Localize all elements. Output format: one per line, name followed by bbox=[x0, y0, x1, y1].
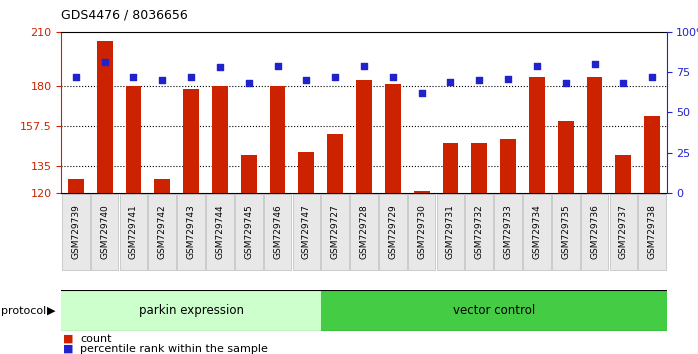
Text: percentile rank within the sample: percentile rank within the sample bbox=[80, 344, 268, 354]
Bar bbox=[212, 86, 228, 193]
Text: GSM729745: GSM729745 bbox=[244, 205, 253, 259]
Bar bbox=[68, 179, 84, 193]
Text: count: count bbox=[80, 334, 112, 344]
FancyBboxPatch shape bbox=[62, 194, 89, 270]
Text: GSM729744: GSM729744 bbox=[216, 205, 225, 259]
Bar bbox=[644, 116, 660, 193]
Point bbox=[214, 64, 225, 70]
FancyBboxPatch shape bbox=[235, 194, 262, 270]
FancyBboxPatch shape bbox=[119, 194, 147, 270]
FancyBboxPatch shape bbox=[552, 194, 579, 270]
Text: GSM729735: GSM729735 bbox=[561, 204, 570, 259]
FancyBboxPatch shape bbox=[321, 194, 349, 270]
Text: GSM729731: GSM729731 bbox=[446, 204, 455, 259]
Bar bbox=[241, 155, 257, 193]
Text: GSM729737: GSM729737 bbox=[619, 204, 628, 259]
FancyBboxPatch shape bbox=[292, 194, 320, 270]
FancyBboxPatch shape bbox=[264, 194, 291, 270]
Bar bbox=[183, 89, 199, 193]
FancyBboxPatch shape bbox=[206, 194, 234, 270]
Point bbox=[387, 74, 399, 80]
Point bbox=[186, 74, 197, 80]
Point bbox=[99, 59, 110, 65]
Text: vector control: vector control bbox=[452, 304, 535, 317]
Point bbox=[70, 74, 82, 80]
Text: GSM729733: GSM729733 bbox=[503, 204, 512, 259]
FancyBboxPatch shape bbox=[350, 194, 378, 270]
Text: parkin expression: parkin expression bbox=[139, 304, 244, 317]
FancyBboxPatch shape bbox=[639, 194, 666, 270]
Bar bbox=[558, 121, 574, 193]
Point bbox=[329, 74, 341, 80]
FancyBboxPatch shape bbox=[91, 194, 119, 270]
Text: GSM729740: GSM729740 bbox=[100, 205, 109, 259]
Bar bbox=[327, 134, 343, 193]
Text: GSM729729: GSM729729 bbox=[388, 205, 397, 259]
Text: GSM729728: GSM729728 bbox=[359, 205, 369, 259]
Bar bbox=[586, 76, 602, 193]
Point bbox=[243, 81, 254, 86]
Text: GSM729738: GSM729738 bbox=[648, 204, 657, 259]
Text: ■: ■ bbox=[63, 334, 73, 344]
FancyBboxPatch shape bbox=[321, 290, 667, 331]
FancyBboxPatch shape bbox=[437, 194, 464, 270]
FancyBboxPatch shape bbox=[581, 194, 609, 270]
Bar bbox=[385, 84, 401, 193]
FancyBboxPatch shape bbox=[523, 194, 551, 270]
Bar bbox=[154, 179, 170, 193]
Bar bbox=[529, 76, 545, 193]
Text: GSM729730: GSM729730 bbox=[417, 204, 426, 259]
Text: GDS4476 / 8036656: GDS4476 / 8036656 bbox=[61, 9, 188, 22]
Text: ▶: ▶ bbox=[47, 306, 56, 316]
Point bbox=[272, 63, 283, 69]
FancyBboxPatch shape bbox=[149, 194, 176, 270]
Text: GSM729736: GSM729736 bbox=[590, 204, 599, 259]
Text: GSM729743: GSM729743 bbox=[186, 205, 195, 259]
Text: GSM729741: GSM729741 bbox=[129, 205, 138, 259]
Point bbox=[560, 81, 571, 86]
Text: GSM729732: GSM729732 bbox=[475, 205, 484, 259]
FancyBboxPatch shape bbox=[408, 194, 436, 270]
Bar bbox=[443, 143, 459, 193]
Text: ■: ■ bbox=[63, 344, 73, 354]
FancyBboxPatch shape bbox=[379, 194, 407, 270]
Bar bbox=[500, 139, 516, 193]
Text: GSM729742: GSM729742 bbox=[158, 205, 167, 259]
Text: GSM729739: GSM729739 bbox=[71, 204, 80, 259]
Bar bbox=[356, 80, 372, 193]
Text: GSM729734: GSM729734 bbox=[533, 205, 542, 259]
FancyBboxPatch shape bbox=[494, 194, 522, 270]
Bar bbox=[126, 86, 142, 193]
Point bbox=[531, 63, 542, 69]
Point bbox=[301, 78, 312, 83]
Point bbox=[359, 63, 370, 69]
Point bbox=[474, 78, 485, 83]
Text: GSM729747: GSM729747 bbox=[302, 205, 311, 259]
Text: protocol: protocol bbox=[1, 306, 47, 316]
Point bbox=[646, 74, 658, 80]
FancyBboxPatch shape bbox=[61, 290, 321, 331]
Bar bbox=[471, 143, 487, 193]
Point bbox=[503, 76, 514, 81]
Point bbox=[156, 78, 168, 83]
Text: GSM729746: GSM729746 bbox=[273, 205, 282, 259]
FancyBboxPatch shape bbox=[177, 194, 205, 270]
Point bbox=[128, 74, 139, 80]
Point bbox=[416, 90, 427, 96]
Point bbox=[589, 61, 600, 67]
Bar bbox=[414, 191, 429, 193]
Bar bbox=[299, 152, 314, 193]
Point bbox=[445, 79, 456, 85]
Bar bbox=[269, 86, 285, 193]
Text: GSM729727: GSM729727 bbox=[331, 205, 340, 259]
FancyBboxPatch shape bbox=[609, 194, 637, 270]
Point bbox=[618, 81, 629, 86]
Bar bbox=[97, 41, 112, 193]
Bar bbox=[616, 155, 631, 193]
FancyBboxPatch shape bbox=[466, 194, 493, 270]
